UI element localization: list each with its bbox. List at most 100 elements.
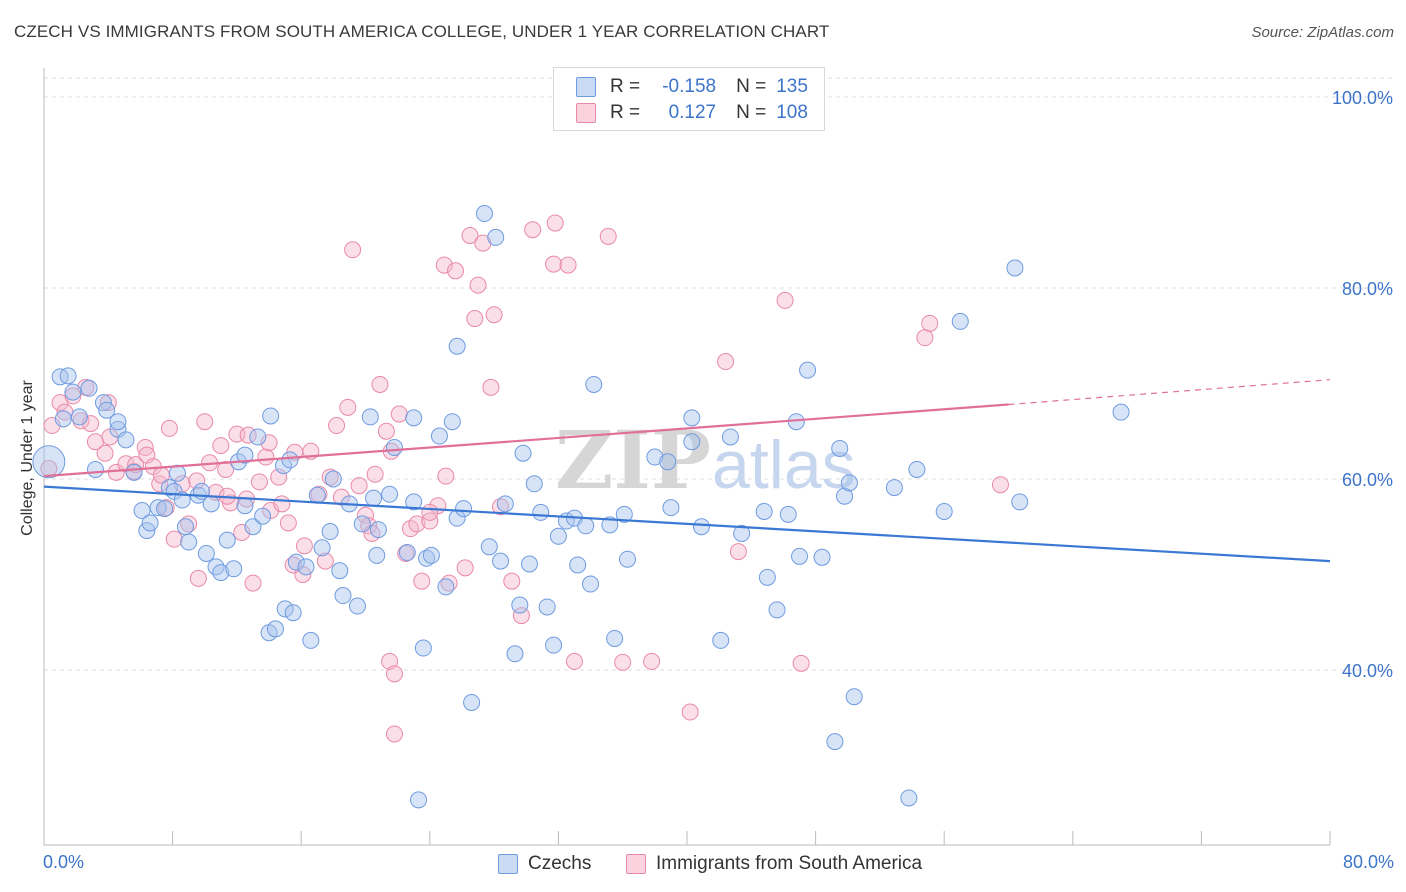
czechs-point	[758, 568, 776, 586]
immigrants-point	[599, 227, 617, 245]
immigrants-point	[447, 262, 465, 280]
czechs-point	[813, 548, 831, 566]
czechs-point	[368, 546, 386, 564]
immigrants-point	[151, 475, 169, 493]
immigrants-point	[357, 506, 374, 524]
immigrants-point	[461, 226, 479, 244]
legend-swatch-czechs	[576, 77, 596, 97]
x-tick-min: 0.0%	[43, 852, 85, 872]
immigrants-point	[279, 514, 297, 532]
czechs-point	[313, 539, 331, 557]
czechs-point	[733, 524, 751, 542]
czechs-point	[577, 517, 595, 535]
czechs-point	[845, 688, 863, 706]
y-tick-label: 80.0%	[1342, 279, 1393, 299]
czechs-point	[1006, 259, 1024, 277]
czechs-point	[276, 600, 294, 618]
y-tick-labels: 40.0% 60.0% 80.0% 100.0%	[1332, 88, 1393, 681]
immigrants-point	[250, 473, 268, 491]
czechs-point	[840, 474, 858, 492]
immigrants-point	[435, 256, 453, 274]
legend-n-value: 135	[776, 76, 808, 97]
legend-r-value: 0.127	[668, 102, 717, 123]
czechs-point	[532, 503, 550, 521]
czechs-point	[779, 505, 797, 523]
czechs-point	[156, 500, 174, 518]
czechs-point	[365, 489, 383, 507]
trend-lines	[43, 379, 1331, 563]
czechs-point	[54, 410, 72, 428]
czechs-point	[463, 693, 481, 711]
czechs-point	[287, 553, 305, 571]
immigrants-point	[385, 665, 403, 683]
y-tick-label: 100.0%	[1332, 88, 1393, 108]
czechs-point	[254, 507, 272, 525]
bottom-legend-immigrants: Immigrants from South America	[626, 852, 922, 876]
immigrants-point	[328, 417, 346, 435]
czechs-point	[324, 470, 342, 488]
bottom-swatch-immigrants	[626, 854, 646, 874]
czechs-point	[398, 544, 416, 562]
czechs-point	[236, 446, 254, 464]
czechs-point	[385, 438, 403, 456]
immigrants-point	[244, 574, 262, 592]
watermark-zip: ZIP	[555, 413, 711, 507]
czechs-point	[281, 451, 299, 469]
immigrants-point	[212, 437, 230, 455]
immigrants-point	[437, 467, 455, 485]
immigrants-point	[390, 405, 408, 423]
immigrants-point	[524, 221, 542, 239]
czechs-point	[422, 546, 440, 564]
immigrants-point	[233, 523, 251, 541]
czechs-point	[334, 587, 352, 605]
czechs-point	[86, 460, 104, 478]
immigrants-point	[466, 310, 484, 328]
y-tick-label: 40.0%	[1342, 661, 1393, 681]
czechs-point	[831, 439, 849, 457]
immigrants-point	[729, 543, 747, 561]
czechs-point	[302, 631, 320, 649]
immigrants-point	[643, 652, 661, 670]
czechs-point	[443, 413, 461, 431]
czechs-point	[212, 564, 230, 582]
immigrants-point	[371, 375, 389, 393]
czechs-point	[496, 495, 514, 513]
czechs-point	[266, 620, 284, 638]
immigrants-point	[559, 256, 577, 274]
czechs-point	[125, 463, 143, 481]
czechs-point	[582, 575, 600, 593]
czechs-point	[176, 518, 194, 536]
czechs-point	[117, 431, 135, 449]
czechs-point	[646, 448, 664, 466]
immigrants-point	[64, 387, 82, 405]
immigrants-point	[565, 652, 583, 670]
immigrants-point	[377, 422, 395, 440]
immigrants-point	[366, 465, 384, 483]
legend-row-immigrants: R = 0.127 N = 108	[576, 100, 808, 126]
immigrants-point	[196, 413, 214, 431]
czechs-point	[692, 518, 710, 536]
czechs-point	[662, 499, 680, 517]
czechs-point	[225, 560, 243, 578]
legend-n-label: N =	[736, 76, 767, 97]
legend-swatch-immigrants	[576, 103, 596, 123]
czechs-point	[545, 636, 563, 654]
immigrants-point	[408, 515, 426, 533]
immigrants-point	[421, 503, 439, 521]
immigrants-point	[260, 434, 278, 452]
bottom-legend-czechs: Czechs	[498, 852, 591, 876]
czechs-point	[262, 407, 280, 425]
czechs-point	[492, 552, 510, 570]
czechs-point	[249, 428, 267, 446]
immigrants-point	[180, 515, 198, 533]
immigrants-point	[916, 329, 934, 347]
immigrants-point	[545, 255, 563, 273]
czechs-point	[414, 639, 432, 657]
czechs-point	[236, 497, 254, 515]
czechs-point	[149, 499, 167, 517]
czechs-point	[109, 413, 127, 431]
legend-r-value: -0.158	[662, 76, 717, 97]
czechs-point	[511, 596, 529, 614]
czechs-point	[475, 205, 493, 223]
